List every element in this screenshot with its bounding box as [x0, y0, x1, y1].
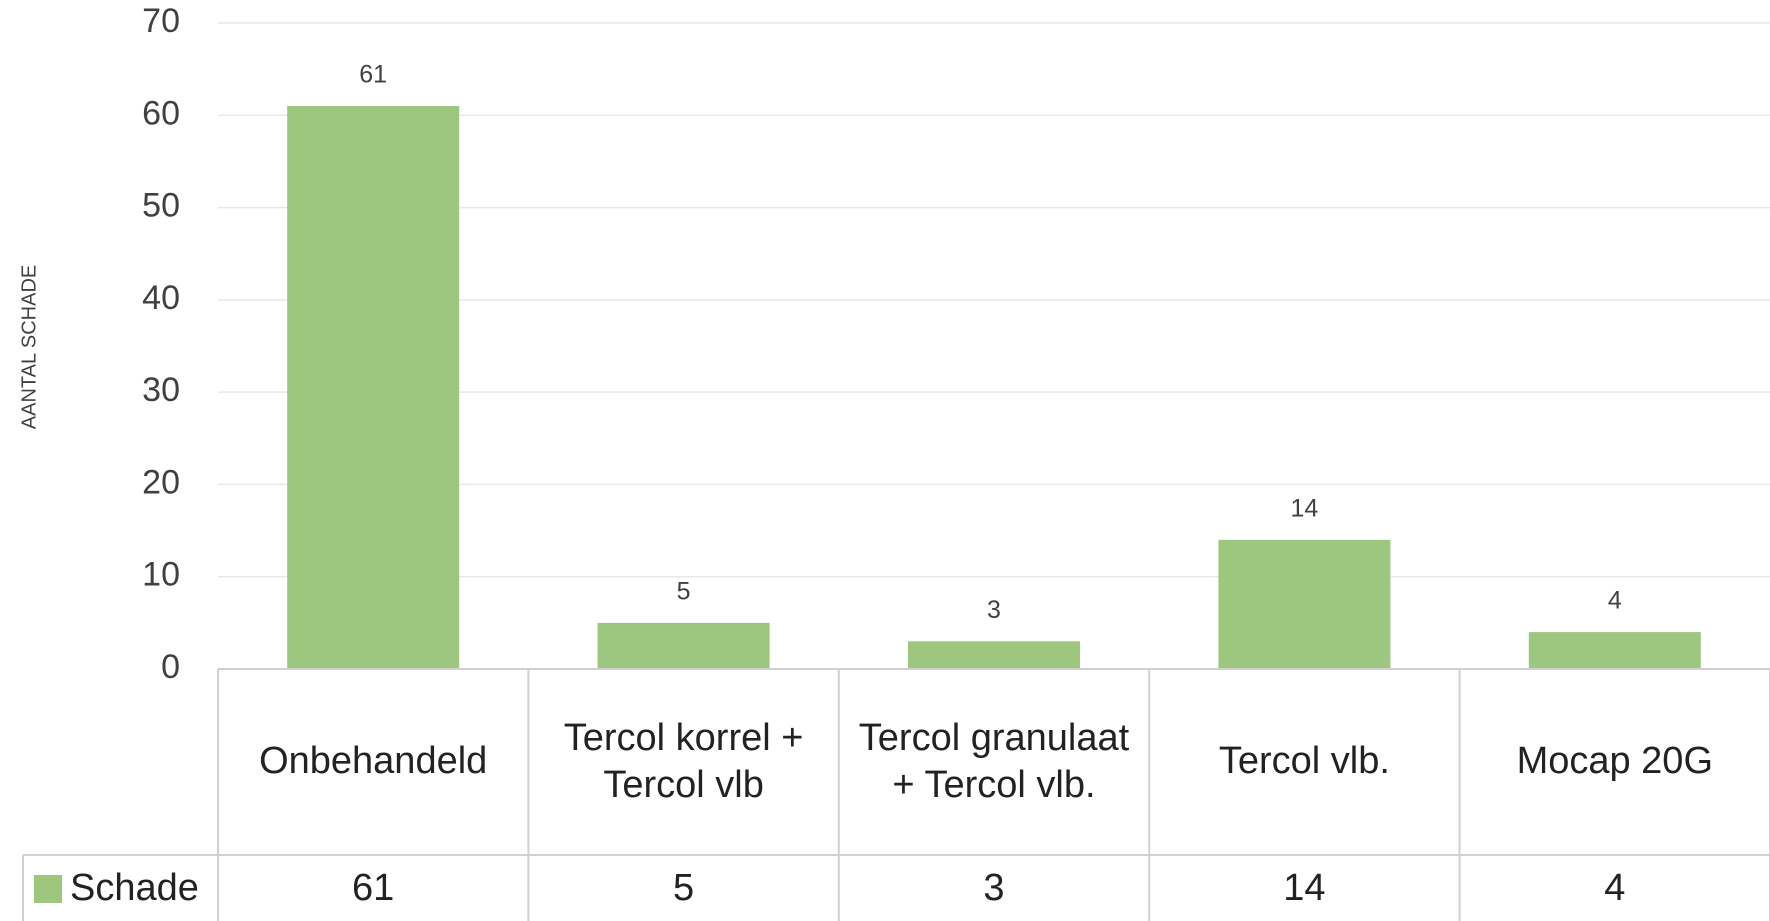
y-axis-label: AANTAL SCHADE	[18, 265, 40, 429]
x-tick-label: Onbehandeld	[259, 740, 488, 783]
bar	[287, 106, 460, 670]
table-value: 61	[352, 867, 394, 909]
table-value: 4	[1604, 867, 1625, 909]
y-tick-label: 60	[142, 94, 180, 132]
y-tick-label: 50	[142, 187, 180, 225]
x-tick-label: Mocap 20G	[1516, 740, 1714, 783]
y-tick-label: 30	[142, 371, 180, 409]
bar	[908, 641, 1080, 669]
legend-label: Schade	[70, 867, 199, 909]
x-tick-label: Tercol korrel + Tercol vlb	[563, 716, 804, 807]
table-value: 3	[983, 867, 1004, 909]
bar	[1218, 539, 1391, 669]
x-tick-label: Tercol granulaat + Tercol vlb.	[858, 716, 1130, 807]
y-tick-label: 20	[142, 463, 180, 501]
bar	[597, 622, 770, 669]
y-tick-label: 70	[142, 2, 180, 40]
data-label: 14	[1290, 494, 1318, 522]
y-tick-label: 40	[142, 279, 180, 317]
bar	[1528, 632, 1701, 669]
data-label: 3	[987, 596, 1001, 624]
x-tick-label: Tercol vlb.	[1218, 740, 1390, 783]
data-label: 4	[1608, 587, 1622, 615]
y-tick-label: 0	[161, 648, 180, 686]
table-value: 5	[673, 867, 694, 909]
data-label: 61	[359, 61, 387, 89]
legend-swatch	[34, 875, 62, 903]
y-tick-label: 10	[142, 556, 180, 594]
data-label: 5	[677, 577, 691, 605]
table-value: 14	[1283, 867, 1325, 909]
